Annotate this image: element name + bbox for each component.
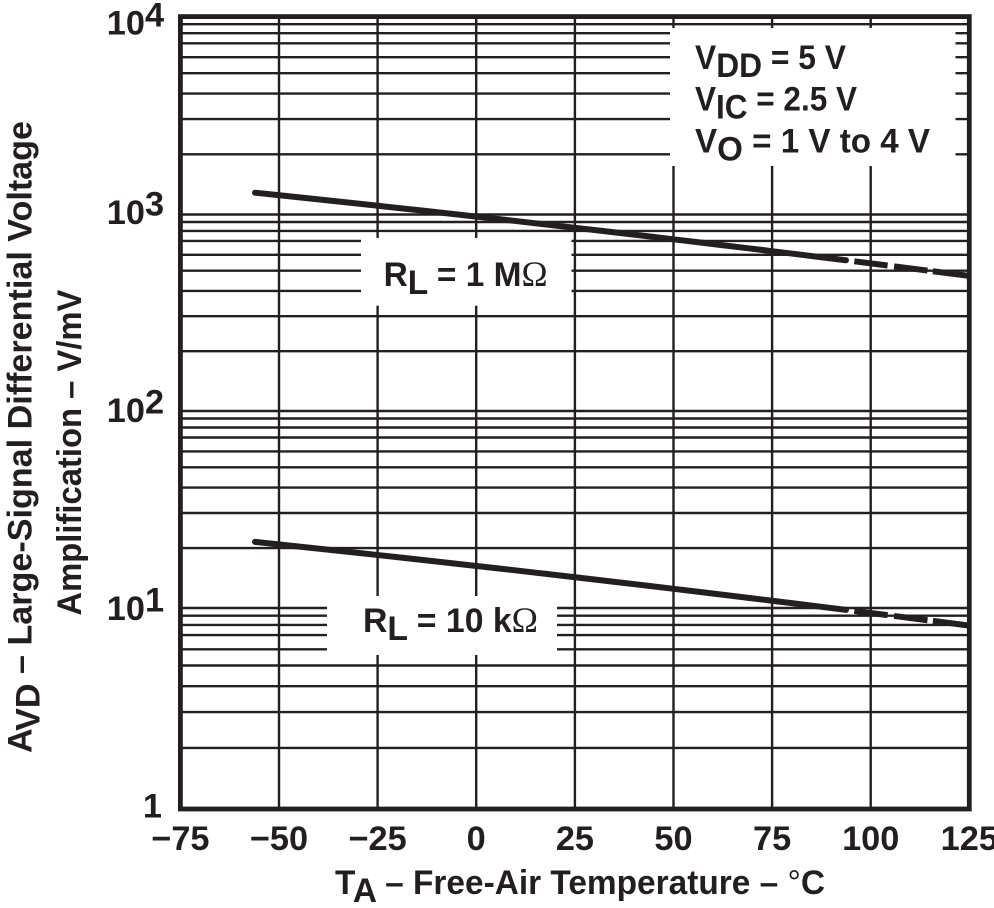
svg-text:100: 100: [842, 820, 899, 858]
svg-text:RL = 1 MΩ: RL = 1 MΩ: [384, 254, 548, 302]
svg-text:RL = 10 kΩ: RL = 10 kΩ: [363, 600, 538, 648]
svg-text:TA – Free-Air Temperature – °C: TA – Free-Air Temperature – °C: [335, 864, 825, 903]
svg-text:125: 125: [941, 820, 994, 858]
svg-text:25: 25: [556, 820, 594, 858]
svg-text:−50: −50: [250, 820, 308, 858]
svg-text:Amplification – V/mV: Amplification – V/mV: [51, 289, 89, 615]
svg-text:75: 75: [753, 820, 791, 858]
svg-text:104: 104: [107, 0, 164, 43]
svg-text:50: 50: [654, 820, 692, 858]
svg-text:−75: −75: [151, 820, 209, 858]
svg-text:1: 1: [143, 788, 162, 826]
svg-text:−25: −25: [349, 820, 407, 858]
svg-text:0: 0: [467, 820, 486, 858]
